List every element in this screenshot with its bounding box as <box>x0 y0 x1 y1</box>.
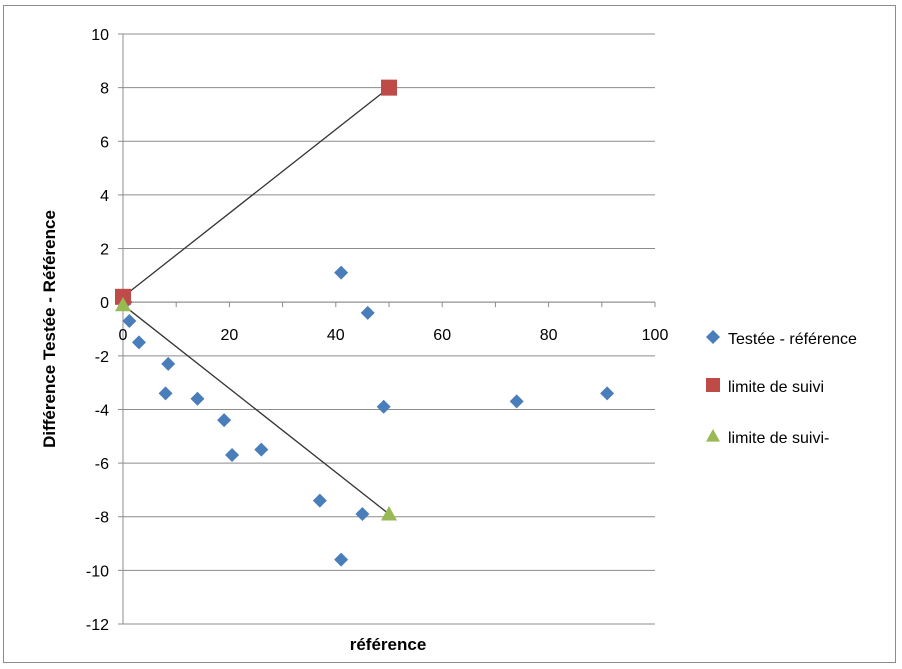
data-point-diamond <box>334 265 349 280</box>
data-point-triangle <box>381 506 397 521</box>
data-point-diamond <box>190 391 205 406</box>
data-point-diamond <box>254 442 269 457</box>
data-point-diamond <box>509 394 524 409</box>
y-tick-label: -6 <box>95 456 109 473</box>
x-tick-label: 60 <box>433 327 451 344</box>
y-tick-label: 2 <box>100 242 109 259</box>
chart-frame <box>3 5 896 663</box>
y-tick-labels: -12 -10 -8 -6 -4 -2 0 2 4 6 8 10 <box>86 27 109 634</box>
y-tick-label: 6 <box>100 134 109 151</box>
data-point-diamond <box>706 330 720 344</box>
y-tick-label: -8 <box>95 510 109 527</box>
data-point-triangle <box>706 429 720 442</box>
x-tick-label: 40 <box>327 327 345 344</box>
axes <box>118 33 656 625</box>
data-point-diamond <box>360 305 375 320</box>
data-point-diamond <box>131 335 146 350</box>
data-point-diamond <box>355 507 370 522</box>
series-line <box>122 304 390 515</box>
y-tick-label: 10 <box>91 27 109 44</box>
data-point-diamond <box>376 399 391 414</box>
data-point-diamond <box>312 493 327 508</box>
data-point-diamond <box>225 448 240 463</box>
x-tick-label: 0 <box>119 327 128 344</box>
data-point-diamond <box>158 386 173 401</box>
y-tick-label: -12 <box>86 617 109 634</box>
y-tick-label: -10 <box>86 563 109 580</box>
x-tick-labels: 0 20 40 60 80 100 <box>119 327 669 344</box>
y-tick-label: -2 <box>95 349 109 366</box>
data-point-diamond <box>161 356 176 371</box>
data-point-diamond <box>334 552 349 567</box>
gridlines <box>123 33 655 625</box>
legend-label: limite de suivi <box>728 379 824 396</box>
x-tick-label: 80 <box>540 327 558 344</box>
data-point-square <box>115 288 131 305</box>
x-tick-label: 100 <box>642 327 669 344</box>
data-point-square <box>381 79 397 96</box>
y-axis-title: Différence Testée - Référence <box>40 210 59 448</box>
x-tick-label: 20 <box>221 327 239 344</box>
series-layer <box>115 79 615 567</box>
legend-label: Testée - référence <box>728 331 857 348</box>
data-point-diamond <box>600 386 615 401</box>
data-point-square <box>706 378 720 392</box>
y-tick-label: -4 <box>95 402 109 419</box>
legend-label: limite de suivi- <box>728 430 829 447</box>
data-point-diamond <box>217 413 232 428</box>
y-tick-label: 4 <box>100 188 109 205</box>
y-tick-label: 0 <box>100 295 109 312</box>
data-point-triangle <box>115 296 131 312</box>
data-point-diamond <box>122 313 137 328</box>
y-tick-label: 8 <box>100 81 109 98</box>
x-axis-title: référence <box>350 635 427 654</box>
legend: Testée - référence limite de suivi limite … <box>706 330 857 447</box>
series-line <box>122 87 390 298</box>
